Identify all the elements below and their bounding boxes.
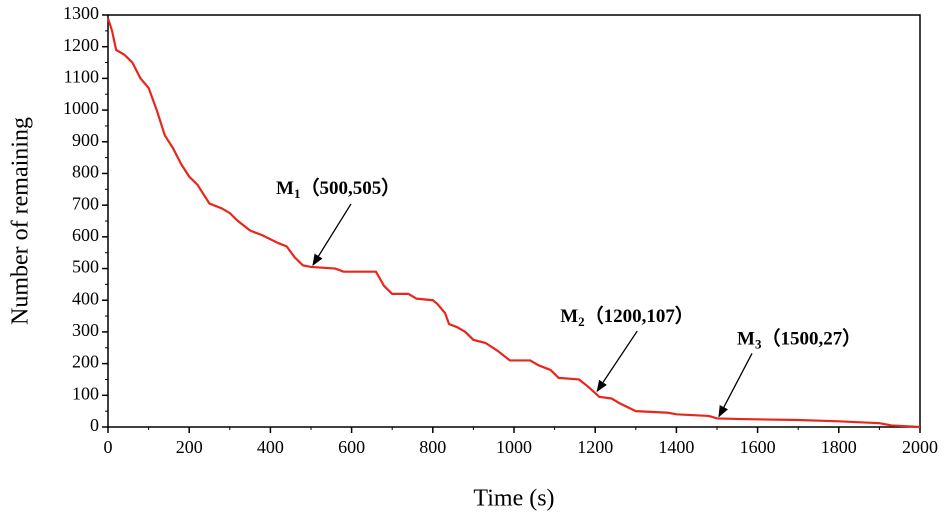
y-tick-label: 1000 — [63, 98, 99, 118]
x-tick-label: 1000 — [496, 437, 532, 457]
x-tick-label: 2000 — [902, 437, 938, 457]
annotation-subscript: 1 — [294, 186, 301, 201]
x-tick-label: 1200 — [577, 437, 613, 457]
annotation-coords: （500,505） — [300, 176, 400, 199]
y-tick-label: 200 — [72, 352, 99, 372]
x-tick-label: 1600 — [740, 437, 776, 457]
annotation-label: M — [560, 306, 578, 327]
x-tick-label: 400 — [257, 437, 284, 457]
y-tick-label: 0 — [90, 415, 99, 435]
annotation-arrow — [312, 203, 352, 266]
annotation-coords: （1200,107） — [585, 304, 694, 327]
data-line — [106, 17, 921, 429]
annotation-coords: （1500,27） — [761, 327, 861, 350]
annotation: M3（1500,27） — [737, 327, 861, 352]
y-tick-label: 1100 — [64, 67, 99, 87]
y-tick-label: 800 — [72, 162, 99, 182]
y-tick-label: 400 — [72, 288, 99, 308]
y-tick-label: 600 — [72, 225, 99, 245]
annotation: M1（500,505） — [276, 176, 400, 201]
x-axis-title: Time (s) — [473, 486, 554, 512]
plot-frame — [107, 14, 921, 428]
x-tick-label: 0 — [104, 437, 113, 457]
annotation-label: M — [737, 329, 755, 350]
x-tick-label: 800 — [419, 437, 446, 457]
y-tick-label: 1200 — [63, 35, 99, 55]
y-axis-title: Number of remaining — [8, 117, 34, 325]
annotation-arrow — [718, 353, 753, 418]
y-tick-label: 700 — [72, 193, 99, 213]
x-tick-label: 200 — [176, 437, 203, 457]
y-tick-label: 500 — [72, 257, 99, 277]
annotation-subscript: 2 — [578, 314, 585, 329]
y-tick-label: 300 — [72, 320, 99, 340]
annotation: M2（1200,107） — [560, 304, 694, 329]
annotation-label: M — [276, 178, 294, 199]
x-tick-label: 1400 — [658, 437, 694, 457]
y-tick-label: 900 — [72, 130, 99, 150]
y-tick-label: 100 — [72, 383, 99, 403]
y-tick-label: 1300 — [63, 3, 99, 23]
x-tick-label: 600 — [338, 437, 365, 457]
x-tick-label: 1800 — [821, 437, 857, 457]
annotation-subscript: 3 — [755, 336, 762, 351]
annotation-arrow — [596, 330, 638, 393]
